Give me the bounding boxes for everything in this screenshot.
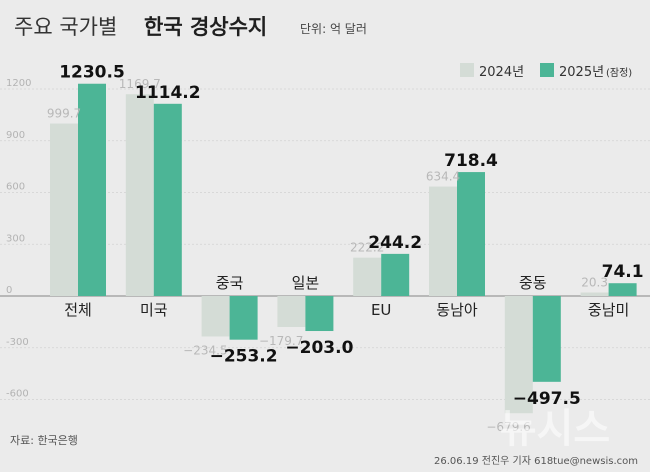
category-label: 일본 <box>292 274 320 292</box>
bar-2024 <box>580 292 609 296</box>
legend-swatch-2025 <box>540 63 554 77</box>
bar-2024 <box>429 186 457 296</box>
category-label: 중동 <box>519 274 547 292</box>
data-label-2024: −179.7 <box>259 334 303 348</box>
data-label-2024: 999.7 <box>47 107 81 121</box>
unit-label: 단위: 억 달러 <box>300 22 367 36</box>
data-label-2025: 74.1 <box>602 262 644 282</box>
data-label-2024: 222.2 <box>350 241 384 255</box>
data-label-2025: 1230.5 <box>59 63 125 83</box>
credit-line: 26.06.19 전진우 기자 618tue@newsis.com <box>434 455 638 467</box>
chart-title: 한국 경상수지 <box>144 15 267 39</box>
y-tick-label: 600 <box>6 182 25 193</box>
category-label: 중국 <box>216 274 244 292</box>
category-label: 미국 <box>140 301 168 319</box>
category-label: 동남아 <box>436 301 478 319</box>
y-tick-label: -600 <box>6 389 29 400</box>
data-label-2024: 1169.7 <box>119 77 161 91</box>
category-label: EU <box>371 301 391 319</box>
category-label: 전체 <box>64 301 92 319</box>
legend-swatch-2024 <box>460 63 474 77</box>
bar-2024 <box>277 296 306 327</box>
data-label-2025: −497.5 <box>513 389 581 409</box>
data-label-2024: −234.5 <box>183 343 227 357</box>
y-tick-label: 300 <box>6 233 25 244</box>
y-tick-label: 1200 <box>6 78 31 89</box>
y-tick-label: 900 <box>6 130 25 141</box>
bar-2024 <box>50 123 78 296</box>
data-label-2024: 634.4 <box>426 170 460 184</box>
bar-2025 <box>381 253 410 296</box>
bar-2025 <box>608 283 637 296</box>
bar-2024 <box>504 296 533 414</box>
data-label-2025: 244.2 <box>368 233 422 253</box>
watermark-logo: 뉴시스 <box>500 406 610 452</box>
legend-label-2024: 2024년 <box>479 65 524 80</box>
data-label-2025: −203.0 <box>285 338 353 358</box>
bar-2024 <box>353 257 382 296</box>
y-axis-ticks: 1200 900 600 300 0 -300 -600 <box>6 78 31 400</box>
bar-2025 <box>153 103 182 296</box>
data-label-2024: 20.3 <box>581 275 608 289</box>
legend-label-2025: 2025년 <box>559 65 604 80</box>
data-label-2025: −253.2 <box>210 347 278 367</box>
legend: 2024년 2025년 (잠정) <box>460 63 632 80</box>
data-label-2025: 718.4 <box>444 151 498 171</box>
category-label: 중남미 <box>588 301 629 319</box>
bar-2025 <box>78 83 106 297</box>
bar-2025 <box>532 296 561 382</box>
bar-2024 <box>201 296 230 337</box>
legend-label-2025-suffix: (잠정) <box>606 67 632 79</box>
y-tick-label: -300 <box>6 337 29 348</box>
data-label-2024: −679.6 <box>486 420 530 434</box>
bar-2025 <box>229 296 258 340</box>
bar-2025 <box>457 172 485 296</box>
bars <box>50 83 637 414</box>
y-tick-label: 0 <box>6 285 12 296</box>
chart-title-prefix: 주요 국가별 <box>14 15 117 39</box>
data-label-2025: 1114.2 <box>135 83 201 103</box>
source-note: 자료: 한국은행 <box>10 434 78 447</box>
bar-2025 <box>305 296 334 332</box>
bar-2024 <box>125 94 154 297</box>
